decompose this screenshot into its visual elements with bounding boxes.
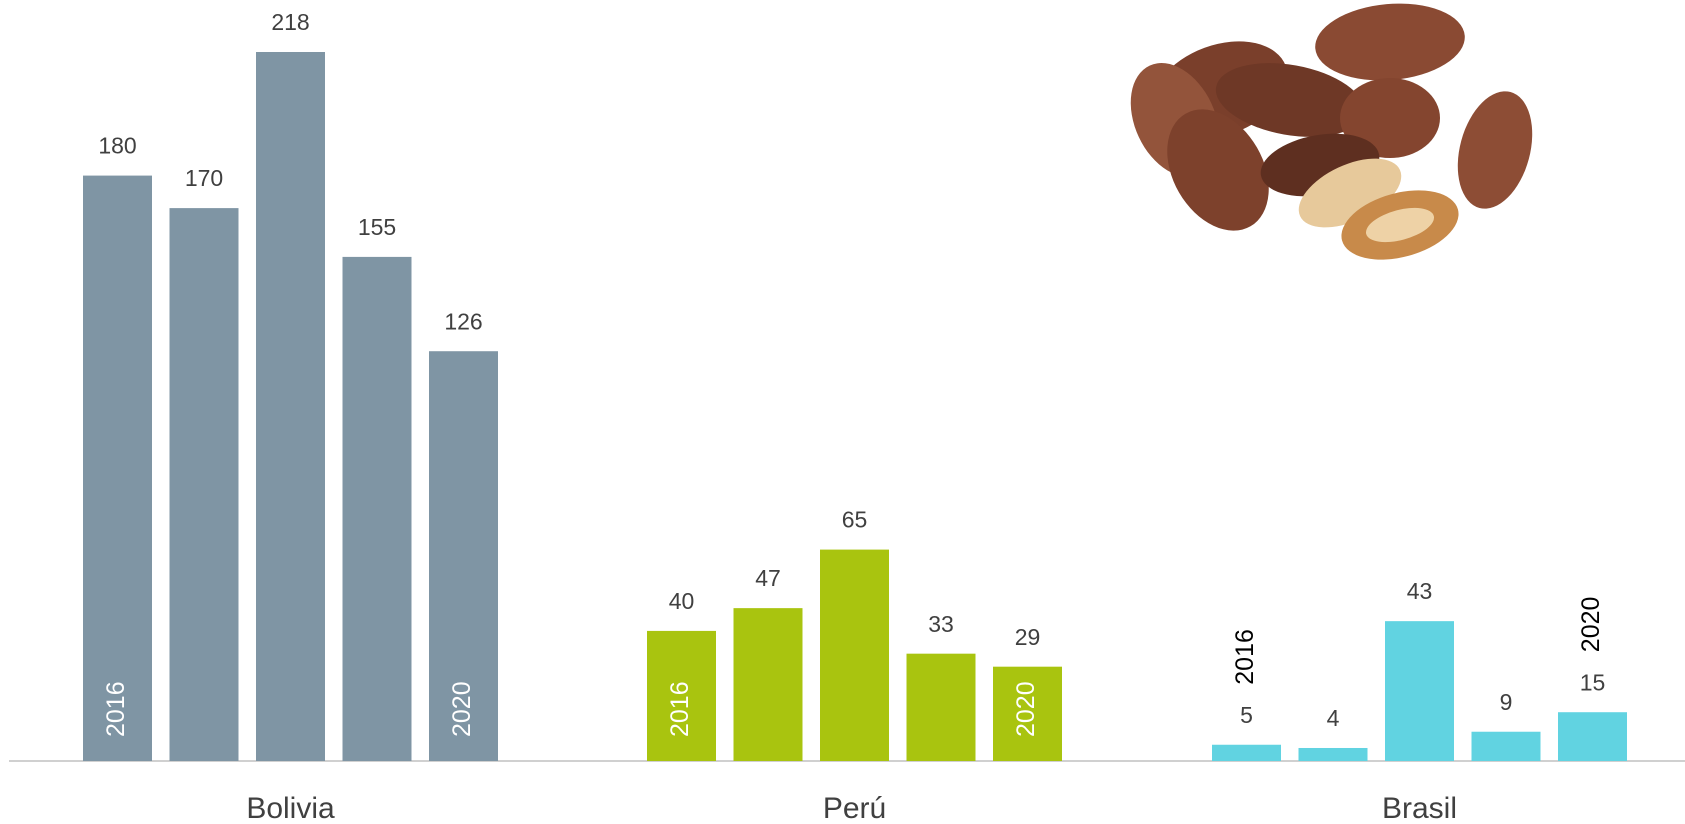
bar: [342, 256, 412, 761]
bar: [647, 630, 716, 761]
bar: [1385, 621, 1454, 761]
value-label: 4: [1327, 705, 1340, 731]
year-label: 2016: [1231, 629, 1259, 685]
category-label: Brasil: [1382, 792, 1457, 824]
bar: [906, 653, 976, 761]
bar: [1471, 731, 1541, 761]
bar: [993, 666, 1062, 761]
year-label: 2016: [666, 681, 694, 737]
value-label: 29: [1015, 624, 1041, 650]
value-label: 65: [842, 507, 868, 533]
value-label: 218: [271, 9, 309, 35]
bar: [429, 351, 498, 761]
bar: [83, 175, 152, 761]
value-label: 170: [185, 165, 223, 191]
year-label: 2020: [448, 681, 476, 737]
bar: [169, 208, 239, 761]
value-label: 126: [444, 308, 482, 334]
value-label: 15: [1580, 669, 1606, 695]
bar: [733, 608, 803, 761]
category-label: Bolivia: [246, 792, 335, 824]
year-label: 2016: [102, 681, 130, 737]
value-label: 180: [98, 133, 136, 159]
bar: [256, 52, 325, 761]
year-label: 2020: [1012, 681, 1040, 737]
bar: [820, 549, 889, 761]
bar: [1212, 744, 1281, 761]
value-label: 155: [358, 214, 396, 240]
category-label: Perú: [823, 792, 886, 824]
year-label: 2020: [1577, 597, 1605, 653]
value-label: 40: [669, 588, 695, 614]
value-label: 43: [1407, 578, 1433, 604]
value-label: 9: [1500, 689, 1513, 715]
value-label: 33: [928, 611, 954, 637]
value-label: 47: [755, 565, 781, 591]
bar: [1298, 747, 1368, 761]
bar: [1558, 712, 1627, 761]
brazil-nuts-photo: [1130, 3, 1533, 260]
value-label: 5: [1240, 702, 1253, 728]
